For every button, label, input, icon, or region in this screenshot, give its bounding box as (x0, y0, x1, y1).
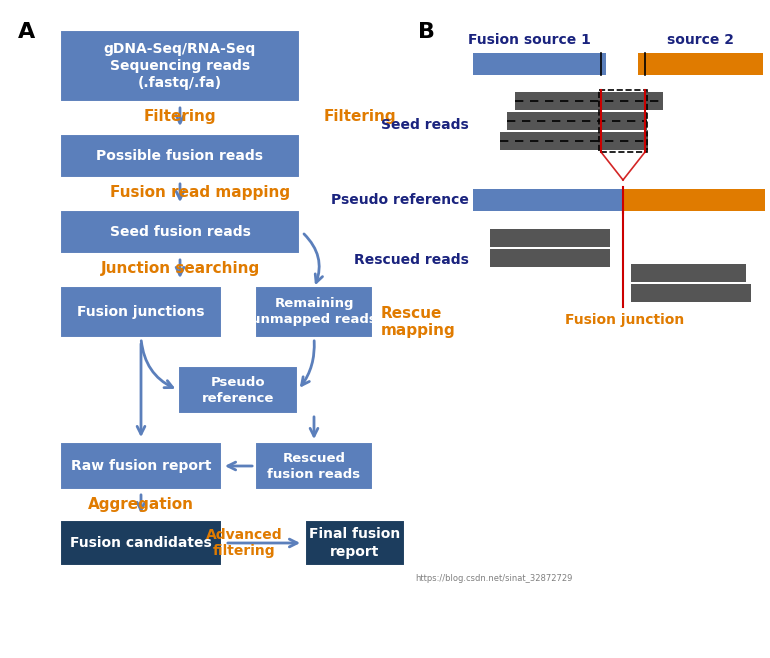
Text: Rescued reads: Rescued reads (354, 253, 469, 267)
FancyBboxPatch shape (60, 286, 222, 338)
Text: Raw fusion report: Raw fusion report (71, 459, 211, 473)
FancyBboxPatch shape (305, 520, 405, 566)
FancyBboxPatch shape (255, 286, 373, 338)
Text: Fusion read mapping: Fusion read mapping (110, 186, 290, 201)
FancyBboxPatch shape (638, 53, 763, 75)
Text: Advanced
filtering: Advanced filtering (206, 528, 283, 558)
FancyBboxPatch shape (60, 134, 300, 178)
Text: Filtering: Filtering (323, 109, 397, 124)
Text: Final fusion
report: Final fusion report (310, 527, 400, 559)
Text: Pseudo reference: Pseudo reference (331, 193, 469, 207)
FancyBboxPatch shape (623, 189, 765, 211)
Text: Fusion junctions: Fusion junctions (77, 305, 205, 319)
FancyBboxPatch shape (631, 264, 746, 282)
Text: Possible fusion reads: Possible fusion reads (96, 149, 263, 163)
Text: Remaining
unmapped reads: Remaining unmapped reads (251, 297, 377, 326)
FancyBboxPatch shape (490, 249, 610, 267)
FancyBboxPatch shape (500, 132, 648, 150)
FancyBboxPatch shape (490, 229, 610, 247)
FancyBboxPatch shape (60, 210, 300, 254)
Text: Filtering: Filtering (144, 109, 216, 124)
Text: Rescue
mapping: Rescue mapping (381, 306, 456, 338)
Text: Junction searching: Junction searching (100, 261, 259, 276)
Text: Pseudo
reference: Pseudo reference (202, 376, 274, 405)
Text: Seed reads: Seed reads (381, 118, 469, 132)
FancyBboxPatch shape (515, 92, 663, 110)
Text: A: A (18, 22, 35, 42)
Text: Seed fusion reads: Seed fusion reads (109, 225, 250, 239)
FancyBboxPatch shape (60, 30, 300, 102)
Text: B: B (418, 22, 435, 42)
Text: Rescued
fusion reads: Rescued fusion reads (267, 451, 360, 480)
Text: https://blog.csdn.net/sinat_32872729: https://blog.csdn.net/sinat_32872729 (415, 574, 572, 583)
FancyBboxPatch shape (631, 284, 751, 302)
Text: gDNA-Seq/RNA-Seq
Sequencing reads
(.fastq/.fa): gDNA-Seq/RNA-Seq Sequencing reads (.fast… (104, 41, 256, 90)
FancyBboxPatch shape (178, 366, 298, 414)
Text: Fusion candidates: Fusion candidates (70, 536, 212, 550)
Text: Aggregation: Aggregation (88, 497, 194, 511)
FancyBboxPatch shape (507, 112, 647, 130)
Text: source 2: source 2 (667, 33, 734, 47)
Text: Fusion source 1: Fusion source 1 (468, 33, 591, 47)
FancyBboxPatch shape (255, 442, 373, 490)
FancyBboxPatch shape (60, 520, 222, 566)
FancyBboxPatch shape (473, 189, 623, 211)
Text: Fusion junction: Fusion junction (565, 313, 685, 327)
FancyBboxPatch shape (473, 53, 606, 75)
FancyBboxPatch shape (60, 442, 222, 490)
